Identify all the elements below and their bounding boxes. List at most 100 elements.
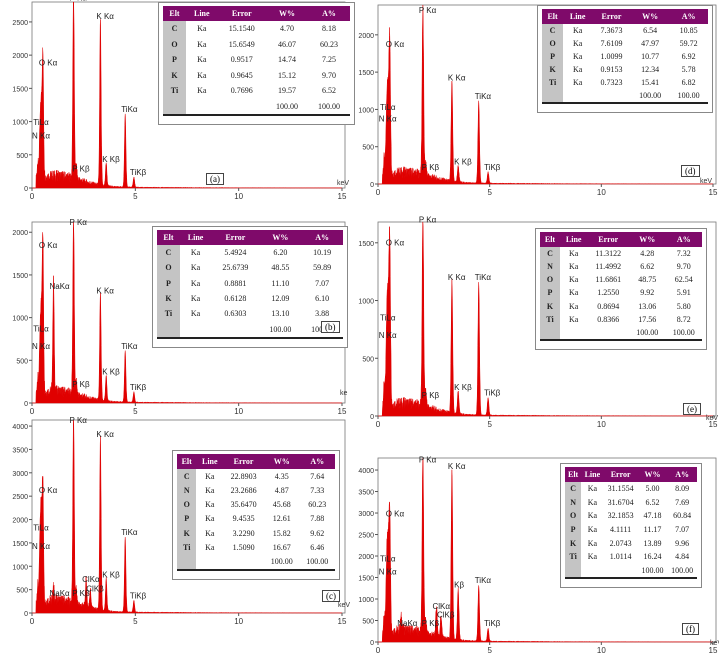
table-cell: Ka — [205, 528, 215, 538]
x-tick-label: 0 — [376, 188, 381, 197]
total-w: 100.00 — [275, 101, 298, 111]
table-cell: Ka — [190, 294, 201, 304]
table-cell: O — [163, 36, 186, 52]
peak-label: K Kα — [448, 462, 466, 471]
table-cell: 6.10 — [315, 294, 330, 304]
table-row: Ti Ka 1.0114 16.24 4.84 — [565, 549, 697, 564]
table-cell: 7.32 — [676, 249, 691, 259]
spectrum-series — [378, 458, 714, 643]
peak-label: ClKβ — [86, 584, 104, 593]
table-cell: 0.7323 — [600, 78, 623, 87]
table-cell: P — [163, 52, 186, 68]
table-cell: 15.6549 — [228, 39, 255, 49]
table-cell: Ka — [587, 538, 598, 548]
table-cell: 11.4992 — [595, 262, 622, 272]
y-tick-label: 0 — [24, 186, 28, 193]
table-cell: 13.06 — [638, 301, 657, 311]
table-cell: 7.64 — [310, 471, 325, 481]
table-row: N Ka 11.4992 6.62 9.70 — [540, 260, 702, 274]
peak-label: TiKβ — [130, 168, 147, 177]
y-tick-label: 4000 — [12, 424, 28, 431]
x-tick-label: 15 — [709, 646, 718, 655]
column-header: W% — [266, 6, 308, 21]
column-header: Error — [211, 230, 260, 245]
table-cell: 15.12 — [277, 70, 296, 80]
column-header: Error — [587, 232, 630, 247]
column-header: Elt — [542, 9, 564, 24]
peak-label: P Kβ — [422, 619, 440, 628]
peak-label: K Kα — [448, 273, 466, 282]
table-cell: N — [540, 260, 560, 274]
peak-label: NaKα — [49, 282, 70, 291]
table-row: O Ka 35.6470 45.68 60.23 — [177, 497, 335, 512]
y-tick-label: 3000 — [358, 511, 374, 518]
table-cell: Ti — [157, 306, 180, 322]
peak-label: TiLα — [380, 103, 396, 112]
x-tick-label: 0 — [376, 646, 381, 655]
x-tick-label: 5 — [487, 646, 492, 655]
x-tick-label: 0 — [30, 407, 35, 416]
table-row: C Ka 11.3122 4.28 7.32 — [540, 247, 702, 261]
table-cell: Ka — [569, 249, 579, 259]
table-cell: K — [565, 536, 582, 550]
table-cell: 0.9153 — [600, 65, 623, 74]
column-header: Elt — [540, 232, 560, 247]
table-cell: Ti — [163, 83, 186, 99]
column-header: A% — [665, 232, 702, 247]
table-cell: 2.0743 — [609, 538, 632, 548]
peak-label: TiKα — [475, 273, 492, 282]
peak-label: P Kα — [419, 6, 437, 15]
table-cell: 1.5090 — [232, 543, 255, 553]
table-cell: P — [540, 286, 560, 300]
peak-label: O Kα — [39, 486, 58, 495]
table-row: N Ka 31.6704 6.52 7.69 — [565, 495, 697, 510]
table-cell: Ka — [572, 78, 583, 87]
table-cell: 15.1540 — [228, 24, 255, 34]
table-cell: 4.87 — [274, 485, 289, 495]
peak-label: ClKβ — [437, 611, 455, 620]
table-row: Ti Ka 0.6303 13.10 3.88 — [157, 306, 343, 322]
panel-label: (c) — [322, 590, 340, 602]
x-axis-unit: keV — [338, 602, 351, 609]
x-tick-label: 0 — [376, 420, 381, 429]
y-tick-label: 2000 — [12, 53, 28, 60]
column-header: Line — [581, 467, 604, 482]
table-cell — [163, 98, 186, 115]
peak-label: NaKα — [397, 619, 418, 628]
peak-label: TiLα — [33, 524, 49, 533]
table-cell: K — [542, 63, 564, 76]
table-cell: 7.25 — [321, 55, 336, 65]
spectrum-panel-f: 0 5 10 15 0 500 1000 1500 2000 2500 3000 3500 4000 N … — [358, 456, 718, 655]
total-w: 100.00 — [636, 327, 659, 337]
column-header: Error — [603, 467, 638, 482]
table-row: K Ka 0.9153 12.34 5.78 — [542, 63, 708, 76]
table-row: C Ka 15.1540 4.70 8.18 — [163, 21, 350, 37]
column-header: A% — [669, 9, 708, 24]
total-row: 100.00 100.00 — [177, 554, 335, 570]
table-cell: 22.8903 — [230, 471, 257, 481]
table-cell: 12.34 — [641, 65, 660, 74]
table-row: Ti Ka 0.7696 19.57 6.52 — [163, 83, 350, 99]
table-cell: 7.33 — [310, 485, 325, 495]
column-header: Line — [179, 230, 212, 245]
peak-label: K Kα — [448, 73, 466, 82]
column-header: Line — [563, 9, 593, 24]
table-cell: 3.88 — [315, 309, 330, 319]
peak-label: TiKα — [121, 105, 138, 114]
column-header: A% — [667, 467, 697, 482]
x-tick-label: 0 — [30, 192, 35, 201]
peak-label: N Kα — [379, 568, 397, 577]
peak-label: N Kα — [32, 342, 50, 351]
column-header: W% — [259, 230, 302, 245]
peak-label: TiKβ — [484, 163, 501, 172]
y-tick-label: 2000 — [358, 33, 374, 40]
y-tick-label: 500 — [16, 153, 28, 160]
peak-label: K Kβ — [102, 367, 120, 376]
total-a: 100.00 — [306, 557, 329, 567]
table-row: C Ka 31.1554 5.00 8.09 — [565, 482, 697, 496]
table-cell: C — [542, 24, 564, 37]
peak-label: P Kα — [70, 0, 88, 2]
table-cell: 10.19 — [313, 248, 332, 258]
table-cell: 60.84 — [673, 511, 692, 521]
peak-label: O Kα — [386, 40, 405, 49]
